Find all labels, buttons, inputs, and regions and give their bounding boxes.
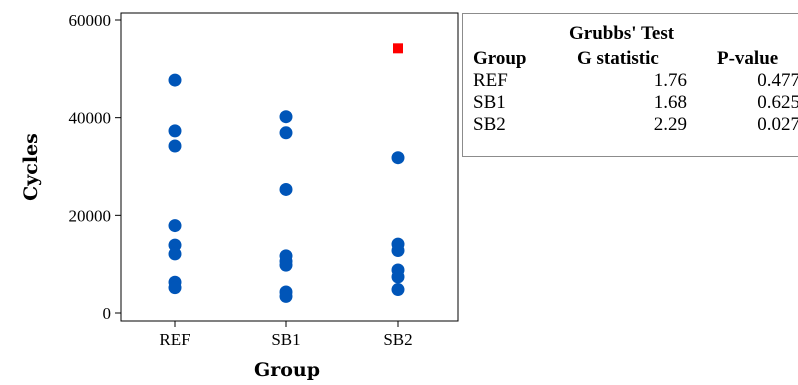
plot-frame [120,12,459,322]
data-points [168,43,405,303]
row-sb1-group: SB1 [473,92,506,113]
data-point [391,270,405,284]
data-point [279,182,293,196]
data-point [168,124,182,138]
header-group: Group [473,48,527,69]
x-tick-label: SB2 [383,330,412,349]
data-point [391,151,405,165]
data-point [391,243,405,257]
data-point [279,258,293,272]
x-tick-label: SB1 [271,330,300,349]
y-tick-label: 60000 [69,11,112,30]
table-title: Grubbs' Test [569,23,675,44]
row-sb2-g: 2.29 [653,114,687,135]
data-point [168,73,182,87]
y-tick-label: 40000 [69,109,112,128]
data-point [168,281,182,295]
y-tick-label: 0 [103,304,112,323]
header-p-value: P-value [717,48,779,69]
row-ref-g: 1.76 [653,70,687,91]
row-sb2-p: 0.027 [757,114,798,135]
row-sb1-p: 0.625 [757,92,798,113]
row-sb2-group: SB2 [473,114,506,135]
grubbs-test-table: Grubbs' Test Group G statistic P-value R… [462,13,798,157]
outlier-point [393,43,403,54]
data-point [168,219,182,233]
x-axis-title: Group [254,359,320,381]
data-point [168,247,182,261]
row-sb1-g: 1.68 [653,92,687,113]
data-point [391,283,405,297]
data-point [168,139,182,153]
x-tick-label: REF [159,330,190,349]
header-g-statistic: G statistic [577,48,659,69]
row-ref-p: 0.477 [757,70,798,91]
data-point [279,126,293,140]
data-point [279,289,293,303]
data-point [279,110,293,124]
row-ref-group: REF [473,70,508,91]
y-tick-label: 20000 [69,206,112,225]
axis-ticks: 0 20000 40000 60000 REF SB1 SB2 [69,11,413,349]
y-axis-title: Cycles [20,133,42,201]
